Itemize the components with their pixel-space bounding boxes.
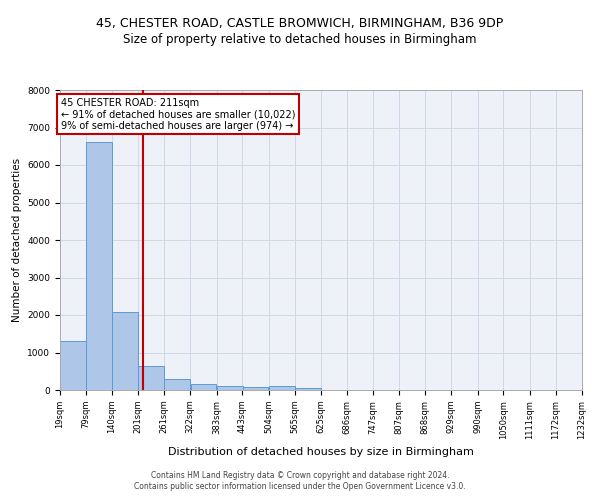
Text: Contains HM Land Registry data © Crown copyright and database right 2024.: Contains HM Land Registry data © Crown c… [151, 471, 449, 480]
Text: Size of property relative to detached houses in Birmingham: Size of property relative to detached ho… [123, 32, 477, 46]
Y-axis label: Number of detached properties: Number of detached properties [12, 158, 22, 322]
Text: Contains public sector information licensed under the Open Government Licence v3: Contains public sector information licen… [134, 482, 466, 491]
Bar [217, 386, 242, 390]
X-axis label: Distribution of detached houses by size in Birmingham: Distribution of detached houses by size … [168, 447, 474, 457]
Bar [139, 366, 164, 390]
Bar [191, 384, 216, 390]
Text: 45, CHESTER ROAD, CASTLE BROMWICH, BIRMINGHAM, B36 9DP: 45, CHESTER ROAD, CASTLE BROMWICH, BIRMI… [97, 18, 503, 30]
Bar [86, 142, 112, 390]
Text: 45 CHESTER ROAD: 211sqm
← 91% of detached houses are smaller (10,022)
9% of semi: 45 CHESTER ROAD: 211sqm ← 91% of detache… [61, 98, 295, 130]
Bar [164, 379, 190, 390]
Bar [60, 341, 86, 390]
Bar [112, 312, 138, 390]
Bar [269, 386, 295, 390]
Bar [242, 387, 268, 390]
Bar [295, 388, 321, 390]
